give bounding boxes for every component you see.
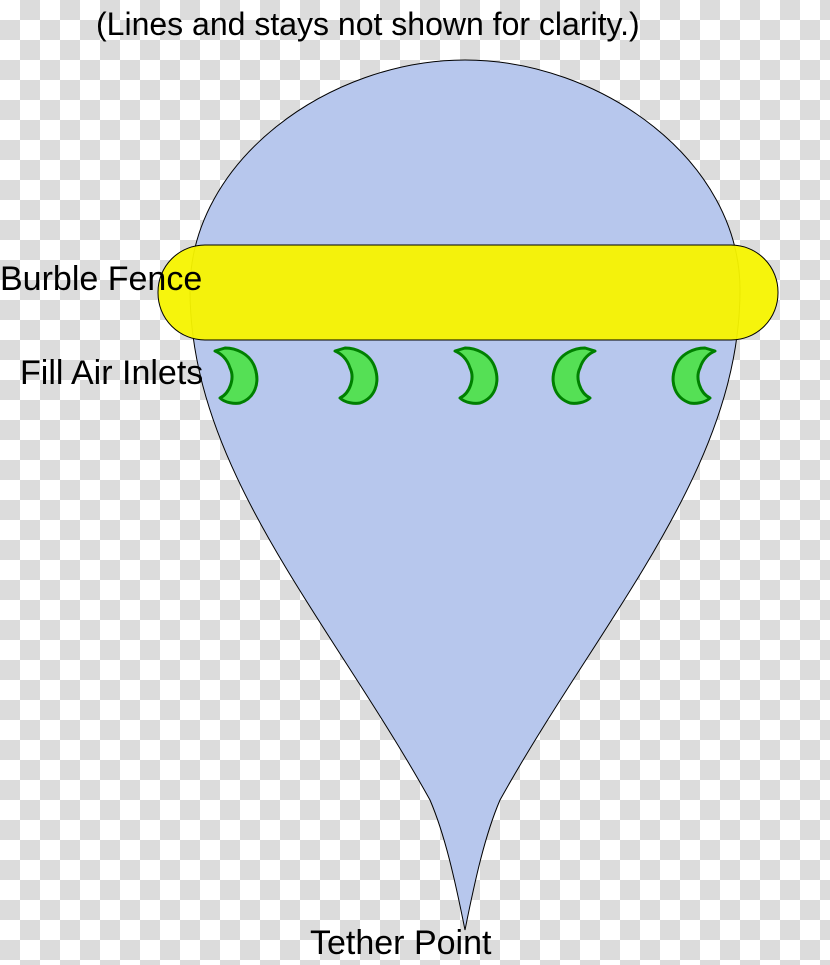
balloon-diagram [0, 0, 830, 965]
diagram-canvas: (Lines and stays not shown for clarity.)… [0, 0, 830, 965]
fill-air-inlets-label: Fill Air Inlets [20, 354, 203, 393]
burble-fence [158, 245, 778, 340]
balloon-body [190, 60, 740, 930]
burble-fence-label: Burble Fence [0, 260, 202, 299]
note-label: (Lines and stays not shown for clarity.) [96, 6, 640, 43]
tether-point-label: Tether Point [310, 924, 491, 963]
